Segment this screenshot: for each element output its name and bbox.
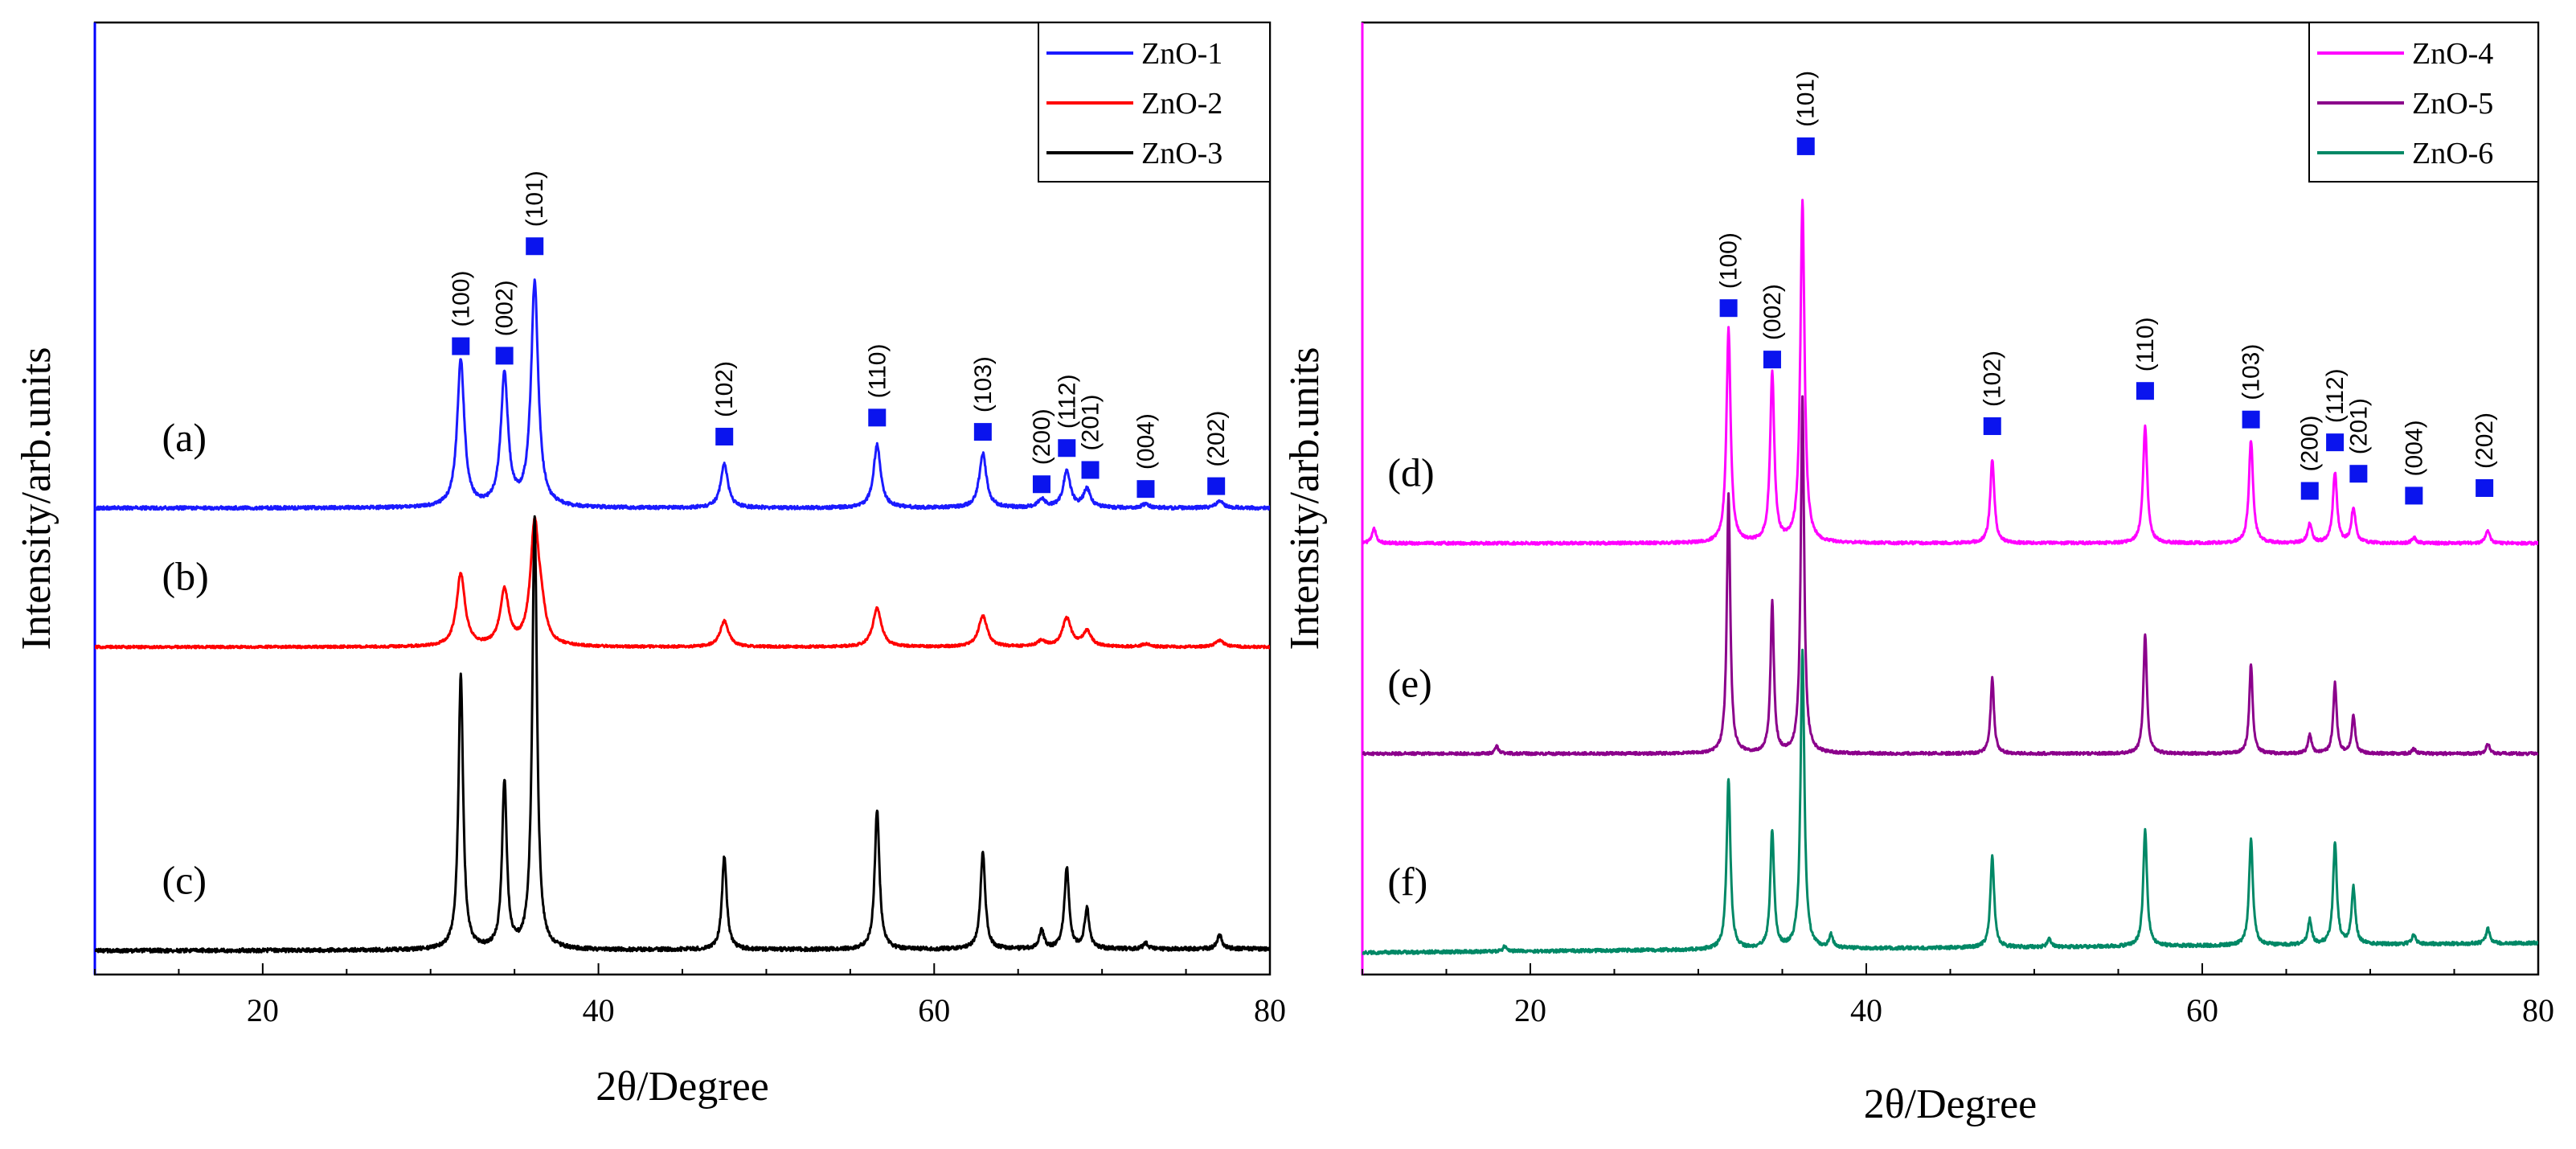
hkl-label: (100) [1716, 232, 1743, 289]
hkl-marker-square [2136, 382, 2154, 400]
hkl-marker-square [2405, 486, 2423, 505]
hkl-label: (100) [448, 271, 474, 327]
hkl-label: (101) [522, 170, 548, 227]
hkl-marker-square [868, 408, 887, 427]
x-tick-label: 40 [583, 992, 615, 1028]
curve-label: (e) [1387, 660, 1432, 705]
legend-entry: ZnO-4 [2412, 37, 2493, 71]
hkl-marker-square [1763, 351, 1781, 369]
hkl-marker-square [1081, 461, 1100, 479]
hkl-label: (004) [1132, 413, 1159, 470]
hkl-label: (112) [2322, 368, 2349, 423]
legend-entry: ZnO-6 [2412, 137, 2493, 170]
series-line-ZnO-1 [95, 278, 1270, 511]
hkl-label: (002) [1759, 284, 1786, 340]
hkl-label: (002) [492, 280, 518, 336]
x-tick-label: 60 [918, 992, 950, 1028]
curve-label: (f) [1387, 860, 1427, 905]
hkl-label: (201) [2345, 398, 2372, 454]
legend-entry: ZnO-2 [1141, 87, 1222, 121]
y-axis-title: Intensity/arb.units [14, 347, 59, 650]
hkl-label: (200) [2297, 415, 2324, 471]
y-axis-title: Intensity/arb.units [1282, 347, 1328, 650]
right-chart-panel: 20 40 60 80 2θ/Degree Intensity/arb.units (d) (… [1282, 21, 2554, 1127]
hkl-marker-square [2300, 482, 2319, 500]
legend-entry: ZnO-1 [1141, 37, 1222, 71]
hkl-marker-square [1032, 475, 1050, 494]
hkl-marker-square [1136, 480, 1155, 499]
hkl-marker-square [2326, 433, 2345, 452]
hkl-marker-square [1983, 417, 2001, 436]
x-tick-label: 40 [1850, 992, 1882, 1028]
series-line-ZnO-3 [95, 515, 1270, 954]
hkl-label: (200) [1029, 408, 1055, 465]
hkl-label: (110) [2132, 317, 2159, 371]
hkl-label: (202) [1203, 411, 1230, 467]
hkl-label: (102) [1980, 351, 2006, 407]
hkl-marker-square [1719, 299, 1738, 318]
hkl-marker-square [973, 423, 992, 441]
hkl-marker-square [1058, 439, 1076, 458]
hkl-label: (101) [1793, 71, 1820, 127]
x-tick-label: 60 [2186, 992, 2218, 1028]
hkl-label: (004) [2401, 420, 2427, 476]
hkl-marker-square [495, 347, 514, 365]
hkl-marker-square [1796, 137, 1815, 155]
hkl-label: (103) [2238, 344, 2265, 400]
x-tick-label: 20 [247, 992, 279, 1028]
curve-label: (b) [162, 554, 209, 599]
x-axis-title: 2θ/Degree [596, 1064, 768, 1110]
hkl-marker-square [2242, 410, 2260, 429]
curve-label: (c) [162, 857, 207, 902]
x-tick-label: 80 [2522, 992, 2554, 1028]
legend-entry: ZnO-5 [2412, 87, 2493, 121]
hkl-label: (102) [711, 361, 738, 417]
hkl-label: (112) [1054, 374, 1080, 429]
hkl-label: (110) [864, 344, 891, 399]
hkl-label: (202) [2472, 412, 2498, 469]
series-group [1362, 199, 2538, 956]
hkl-marker-square [1207, 477, 1226, 495]
series-line-ZnO-4 [1362, 199, 2538, 546]
legend: ZnO-1 ZnO-2 ZnO-3 [1038, 22, 1271, 183]
hkl-label: (103) [970, 356, 997, 412]
x-tick-label: 80 [1254, 992, 1286, 1028]
hkl-marker-square [452, 337, 470, 355]
left-chart-panel: 20 40 60 80 2θ/Degree Intensity/arb.units (a) (… [14, 21, 1286, 1110]
series-group [95, 278, 1270, 954]
legend-entry: ZnO-3 [1141, 137, 1222, 170]
series-line-ZnO-5 [1362, 395, 2538, 757]
hkl-marker-square [715, 428, 734, 446]
hkl-label: (201) [1078, 394, 1104, 450]
hkl-marker-square [526, 237, 544, 256]
series-line-ZnO-2 [95, 516, 1270, 650]
series-line-ZnO-6 [1362, 648, 2538, 956]
legend: ZnO-4 ZnO-5 ZnO-6 [2308, 22, 2539, 183]
curve-label: (d) [1387, 450, 1434, 495]
x-axis-title: 2θ/Degree [1864, 1081, 2037, 1127]
x-tick-label: 20 [1514, 992, 1546, 1028]
hkl-marker-square [2349, 465, 2368, 483]
hkl-marker-square [2476, 478, 2494, 497]
curve-label: (a) [162, 415, 207, 460]
